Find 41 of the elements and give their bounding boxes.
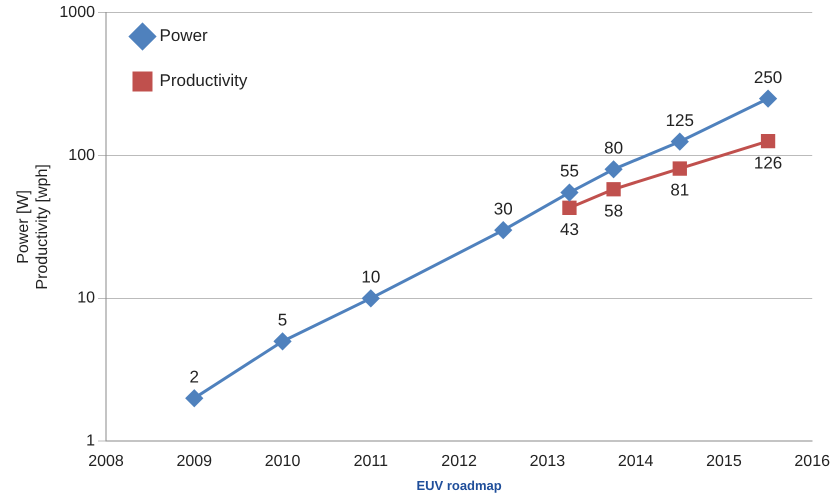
point xyxy=(605,160,622,178)
legend-label: Productivity xyxy=(159,71,248,90)
x-tick-label: 2013 xyxy=(530,453,566,470)
data-label: 250 xyxy=(754,68,782,87)
y-axis-title: Power [W] Productivity [wph] xyxy=(15,164,52,290)
x-axis-title: EUV roadmap xyxy=(416,478,502,493)
point xyxy=(760,90,777,108)
point xyxy=(672,161,687,176)
data-label: 126 xyxy=(754,153,782,172)
data-label: 58 xyxy=(604,201,624,220)
point xyxy=(760,134,776,148)
legend-label: Power xyxy=(159,26,208,46)
point xyxy=(494,222,512,239)
data-label: 80 xyxy=(604,138,624,158)
data-label: 55 xyxy=(560,162,579,181)
point xyxy=(671,133,688,150)
point xyxy=(362,290,380,307)
data-label: 2 xyxy=(190,367,200,386)
point xyxy=(606,182,621,196)
x-tick-label: 2012 xyxy=(441,453,477,470)
data-label: 125 xyxy=(666,110,694,130)
y-tick-label: 1 xyxy=(86,432,96,450)
y-tick-label: 1000 xyxy=(59,4,96,22)
x-tick-label: 2015 xyxy=(706,453,742,470)
data-label: 81 xyxy=(670,180,690,200)
y-tick-label: 100 xyxy=(68,146,96,164)
x-tick-label: 2016 xyxy=(794,453,830,470)
point xyxy=(186,390,203,407)
point xyxy=(274,332,292,350)
data-label: 30 xyxy=(494,199,513,218)
x-tick-label: 2011 xyxy=(354,453,388,470)
x-tick-label: 2010 xyxy=(264,453,300,470)
data-label: 5 xyxy=(278,310,288,330)
y-tick-label: 10 xyxy=(77,290,96,307)
point xyxy=(560,184,578,202)
x-tick-label: 2008 xyxy=(88,453,124,470)
x-tick-label: 2009 xyxy=(176,453,212,470)
point xyxy=(562,200,577,215)
data-label: 10 xyxy=(361,268,380,287)
data-label: 43 xyxy=(560,220,579,240)
x-tick-label: 2014 xyxy=(618,453,654,470)
